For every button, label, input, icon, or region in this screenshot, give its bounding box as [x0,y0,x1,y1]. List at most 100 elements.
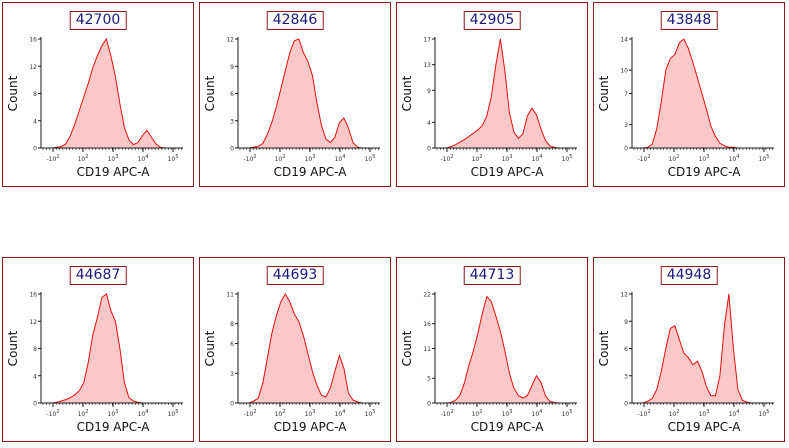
y-axis-label: Count [203,330,217,366]
histogram-svg: 0 3 6 8 11 -102 102 103 104 105 Count CD19 APC-A [203,292,380,434]
y-tick-label: 0 [427,146,431,153]
x-tick-label: 104 [532,154,543,163]
x-tick-label: 105 [759,154,770,163]
x-tick-label: 102 [669,409,680,418]
y-tick-label: 9 [230,64,234,71]
histogram-panel: 42846 0 3 6 9 12 -102 102 103 104 105 Count CD19 AP… [199,2,391,187]
histogram-svg: 0 3 6 9 12 -102 102 103 104 105 Count CD19 APC-A [597,292,774,434]
histogram-panel: 42905 0 4 9 13 17 -102 102 103 104 105 Count CD19 A… [396,2,588,187]
y-tick-label: 0 [624,401,628,408]
histogram-line [446,295,560,404]
x-tick-label: -102 [441,409,454,418]
x-tick-label: 104 [138,154,149,163]
histogram-svg: 0 3 7 10 14 -102 102 103 104 105 Count CD19 APC-A [597,37,774,179]
x-tick-label: 104 [729,409,740,418]
histogram-line [249,38,363,149]
y-tick-label: 4 [33,118,37,125]
x-tick-label: 105 [759,409,770,418]
x-axis-label: CD19 APC-A [77,420,151,434]
y-tick-label: 9 [624,319,628,326]
y-tick-label: 12 [29,64,37,71]
x-tick-label: 105 [562,154,573,163]
histogram-panel: 44713 0 5 11 16 22 -102 102 103 104 105 Count CD19 … [396,257,588,442]
histogram-area [446,39,559,148]
histogram-area [52,39,166,148]
y-tick-label: 5 [427,376,431,383]
panel-title: 44713 [463,266,521,285]
x-tick-label: 105 [365,409,376,418]
histogram-line [249,292,363,404]
x-tick-label: 103 [108,409,119,418]
x-axis-label: CD19 APC-A [471,165,545,179]
y-tick-label: 6 [230,91,234,98]
y-tick-label: 0 [230,146,234,153]
panel-title: 44687 [69,266,127,285]
x-tick-label: -102 [47,154,60,163]
x-tick-label: 103 [502,154,513,163]
panel-title: 42905 [463,11,521,30]
y-axis-label: Count [6,330,20,366]
x-tick-label: 104 [335,409,346,418]
x-tick-label: 102 [669,154,680,163]
panel-title: 42846 [266,11,324,30]
x-tick-label: -102 [244,154,257,163]
y-tick-label: 0 [33,146,37,153]
y-tick-label: 3 [624,373,628,380]
y-tick-label: 0 [624,146,628,153]
histogram-line [446,38,560,149]
x-tick-label: 104 [335,154,346,163]
y-tick-label: 12 [620,292,628,299]
y-tick-label: 11 [423,346,431,353]
x-tick-label: 103 [305,409,316,418]
y-tick-label: 6 [230,341,234,348]
x-tick-label: 105 [168,409,179,418]
y-tick-label: 7 [624,91,628,98]
x-tick-label: 102 [78,154,89,163]
histogram-area [52,294,166,403]
y-tick-label: 4 [427,120,431,127]
y-tick-label: 12 [226,37,234,44]
y-axis-label: Count [400,75,414,111]
histogram-area [643,294,756,403]
y-tick-label: 8 [33,346,37,353]
y-tick-label: 4 [33,373,37,380]
x-axis-label: CD19 APC-A [471,420,545,434]
y-tick-label: 10 [620,68,628,75]
x-tick-label: 103 [502,409,513,418]
x-tick-label: -102 [638,409,651,418]
histogram-svg: 0 4 8 12 16 -102 102 103 104 105 Count CD19 APC-A [6,37,183,179]
x-axis-label: CD19 APC-A [274,420,348,434]
y-tick-label: 8 [33,91,37,98]
x-tick-label: -102 [638,154,651,163]
y-axis-label: Count [400,330,414,366]
x-tick-label: 105 [168,154,179,163]
x-tick-label: 105 [365,154,376,163]
y-tick-label: 11 [226,292,234,299]
x-tick-label: 102 [275,154,286,163]
histogram-area [249,294,362,403]
y-tick-label: 6 [624,346,628,353]
y-tick-label: 14 [620,37,628,44]
x-tick-label: 102 [78,409,89,418]
histogram-area [643,39,756,148]
x-axis-label: CD19 APC-A [668,165,742,179]
y-axis-label: Count [203,75,217,111]
x-tick-label: 104 [138,409,149,418]
y-tick-label: 0 [427,401,431,408]
histogram-panel: 44687 0 4 8 12 16 -102 102 103 104 105 Count CD19 A… [2,257,194,442]
x-axis-label: CD19 APC-A [274,165,348,179]
histogram-panel: 44948 0 3 6 9 12 -102 102 103 104 105 Count CD19 AP… [593,257,785,442]
histogram-svg: 0 4 8 12 16 -102 102 103 104 105 Count CD19 APC-A [6,292,183,434]
y-tick-label: 16 [29,292,37,299]
y-tick-label: 3 [230,118,234,125]
y-tick-label: 17 [423,37,431,44]
y-tick-label: 3 [230,371,234,378]
y-tick-label: 16 [29,37,37,44]
panel-title: 43848 [660,11,718,30]
y-tick-label: 8 [230,321,234,328]
y-tick-label: 12 [29,319,37,326]
y-tick-label: 13 [423,62,431,69]
histogram-line [52,37,166,149]
histogram-svg: 0 5 11 16 22 -102 102 103 104 105 Count CD19 APC-A [400,292,577,434]
y-tick-label: 9 [427,88,431,95]
